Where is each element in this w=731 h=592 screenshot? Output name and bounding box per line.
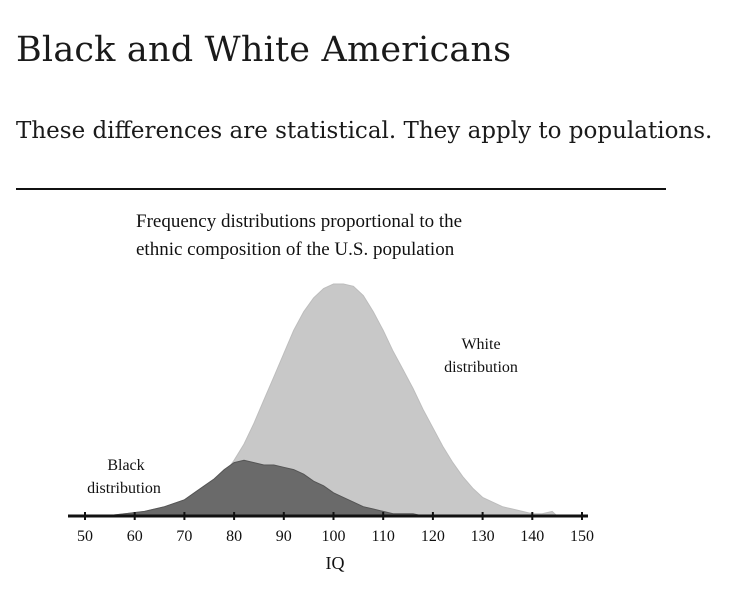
x-tick-label: 60 [127, 528, 143, 545]
x-tick-label: 90 [276, 528, 292, 545]
lead-paragraph: These differences are statistical. They … [16, 118, 713, 144]
x-tick-label: 130 [471, 528, 495, 545]
x-axis-ticks: 50 60 70 80 90 100 110 120 130 140 150 [77, 512, 594, 545]
divider-rule [16, 188, 666, 190]
x-tick-label: 50 [77, 528, 93, 545]
x-tick-label: 80 [226, 528, 242, 545]
x-tick-label: 120 [421, 528, 445, 545]
x-tick-label: 140 [520, 528, 544, 545]
page-title: Black and White Americans [16, 30, 512, 70]
x-axis-title: IQ [326, 553, 345, 573]
black-label-line-1: Black [107, 457, 144, 474]
x-tick-label: 110 [371, 528, 394, 545]
iq-distribution-figure: Frequency distributions proportional to … [60, 200, 600, 580]
x-tick-label: 70 [176, 528, 192, 545]
x-tick-label: 100 [322, 528, 346, 545]
white-label-line-1: White [461, 336, 500, 353]
black-distribution-area [104, 459, 453, 517]
white-label-line-2: distribution [444, 359, 518, 376]
white-distribution-area [104, 283, 559, 517]
iq-distribution-chart: Frequency distributions proportional to … [68, 211, 594, 573]
x-tick-label: 150 [570, 528, 594, 545]
black-label-line-2: distribution [87, 480, 161, 497]
chart-title-line-1: Frequency distributions proportional to … [136, 211, 462, 232]
chart-title-line-2: ethnic composition of the U.S. populatio… [136, 239, 455, 260]
distribution-areas [104, 283, 559, 517]
